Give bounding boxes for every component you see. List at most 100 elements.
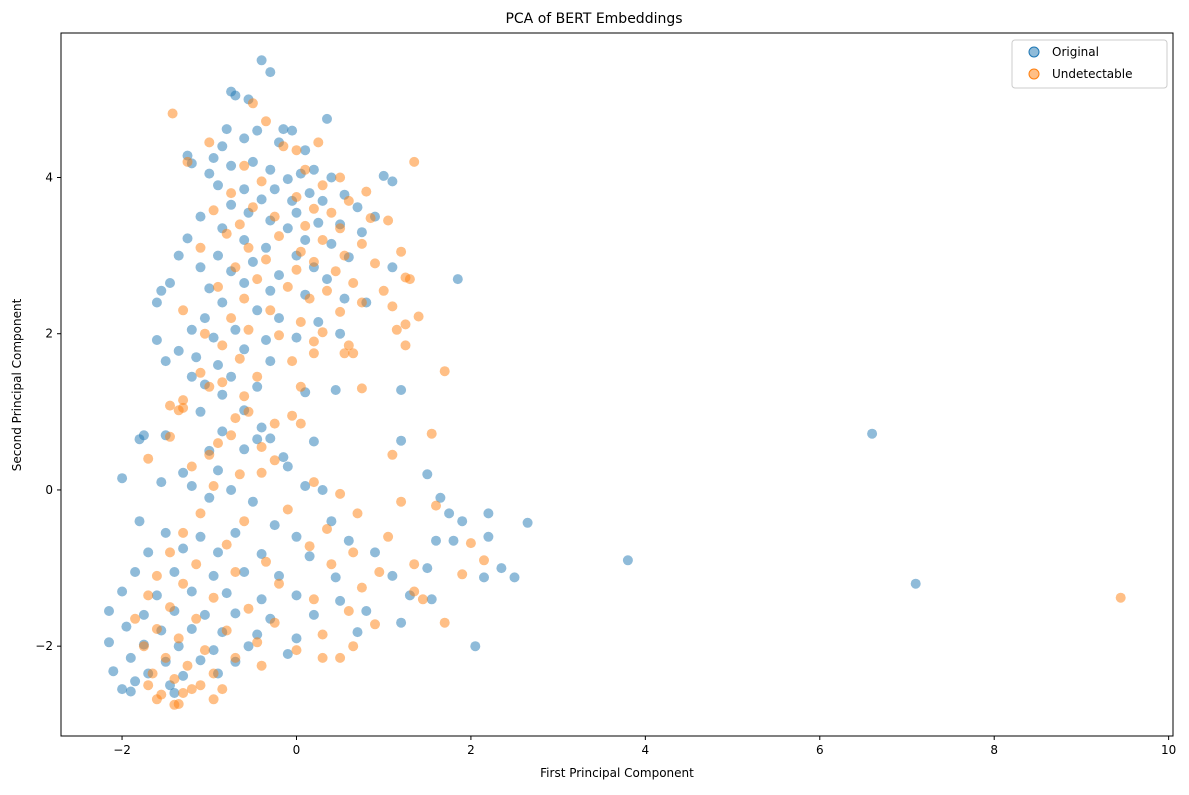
point-original-186 [104, 637, 114, 648]
point-undetectable-74 [234, 353, 245, 364]
point-undetectable-79 [217, 377, 228, 388]
point-undetectable-80 [204, 381, 215, 392]
legend-box [1011, 39, 1168, 89]
point-original-6 [221, 124, 232, 135]
point-undetectable-171 [178, 688, 189, 698]
point-undetectable-149 [221, 625, 232, 636]
point-undetectable-88 [243, 406, 254, 417]
point-original-148 [422, 563, 433, 574]
point-undetectable-132 [274, 578, 284, 589]
point-original-142 [143, 547, 154, 558]
point-undetectable-143 [130, 613, 141, 624]
point-original-112 [239, 444, 250, 455]
point-undetectable-9 [239, 160, 250, 171]
point-original-205 [169, 688, 180, 698]
point-original-137 [291, 531, 302, 542]
point-original-74 [252, 305, 263, 316]
point-undetectable-29 [274, 231, 284, 242]
point-undetectable-139 [417, 594, 428, 605]
point-original-105 [308, 436, 319, 447]
point-original-87 [191, 352, 202, 363]
point-undetectable-38 [308, 256, 319, 267]
x-tick-label-1: 0 [293, 743, 301, 757]
point-undetectable-126 [409, 559, 420, 570]
point-undetectable-173 [208, 694, 219, 705]
point-original-129 [134, 516, 145, 527]
point-original-23 [378, 170, 389, 181]
point-original-95 [330, 385, 341, 395]
point-original-65 [452, 274, 463, 285]
point-undetectable-165 [169, 674, 180, 684]
point-undetectable-49 [322, 285, 332, 296]
point-undetectable-130 [457, 569, 468, 580]
point-undetectable-99 [387, 449, 398, 460]
point-original-78 [186, 324, 197, 335]
point-original-49 [300, 235, 311, 245]
point-original-126 [247, 496, 258, 507]
point-original-18 [226, 160, 237, 171]
point-original-179 [121, 621, 132, 632]
point-original-138 [343, 535, 354, 546]
point-undetectable-7 [182, 156, 193, 167]
point-original-89 [265, 356, 276, 367]
point-undetectable-157 [160, 652, 171, 663]
point-original-81 [151, 335, 162, 345]
point-undetectable-77 [195, 367, 206, 378]
x-axis-label: First Principal Component [540, 766, 694, 780]
x-tick-label-3: 4 [642, 743, 650, 757]
point-original-130 [269, 520, 280, 531]
plot-frame [60, 32, 1174, 737]
point-original-193 [125, 652, 136, 663]
point-original-10 [239, 133, 250, 144]
point-undetectable-45 [252, 274, 263, 285]
point-original-52 [173, 250, 184, 261]
point-original-9 [287, 125, 298, 136]
point-original-0 [256, 55, 267, 66]
point-undetectable-71 [308, 348, 319, 359]
point-undetectable-76 [439, 366, 450, 377]
point-original-176 [308, 609, 319, 620]
point-original-66 [204, 283, 215, 294]
point-undetectable-102 [186, 461, 197, 472]
point-undetectable-51 [239, 293, 250, 304]
point-undetectable-50 [378, 285, 389, 296]
point-undetectable-65 [199, 328, 210, 339]
point-undetectable-135 [1115, 592, 1126, 603]
point-original-185 [352, 627, 363, 638]
point-undetectable-137 [208, 592, 219, 603]
point-original-199 [178, 670, 189, 681]
point-original-26 [387, 176, 398, 187]
point-undetectable-112 [352, 508, 363, 519]
point-original-67 [156, 285, 167, 296]
point-undetectable-164 [208, 668, 219, 679]
point-undetectable-152 [252, 637, 263, 648]
point-original-53 [213, 250, 223, 261]
point-original-124 [435, 492, 446, 503]
point-undetectable-115 [178, 527, 189, 538]
point-original-158 [479, 572, 489, 583]
point-original-25 [326, 172, 337, 183]
point-undetectable-111 [195, 508, 206, 519]
point-original-5 [322, 113, 332, 124]
legend: Original Undetectable [1011, 39, 1168, 89]
point-original-121 [226, 485, 237, 495]
point-original-127 [457, 516, 468, 527]
point-original-192 [470, 641, 481, 652]
point-undetectable-35 [339, 250, 350, 261]
point-undetectable-97 [256, 442, 267, 452]
point-undetectable-138 [308, 594, 319, 605]
point-undetectable-72 [339, 348, 350, 359]
point-undetectable-46 [348, 278, 359, 288]
point-original-177 [361, 606, 372, 616]
y-tick-label-3: 4 [45, 171, 53, 185]
point-original-30 [304, 188, 315, 199]
point-undetectable-2 [261, 116, 271, 127]
point-original-102 [217, 426, 228, 437]
legend-marker-original [1028, 46, 1040, 58]
point-undetectable-57 [335, 306, 346, 317]
point-original-119 [156, 477, 167, 488]
point-original-116 [282, 461, 293, 472]
point-undetectable-106 [208, 481, 219, 491]
point-undetectable-26 [300, 220, 311, 231]
point-original-164 [221, 588, 232, 599]
